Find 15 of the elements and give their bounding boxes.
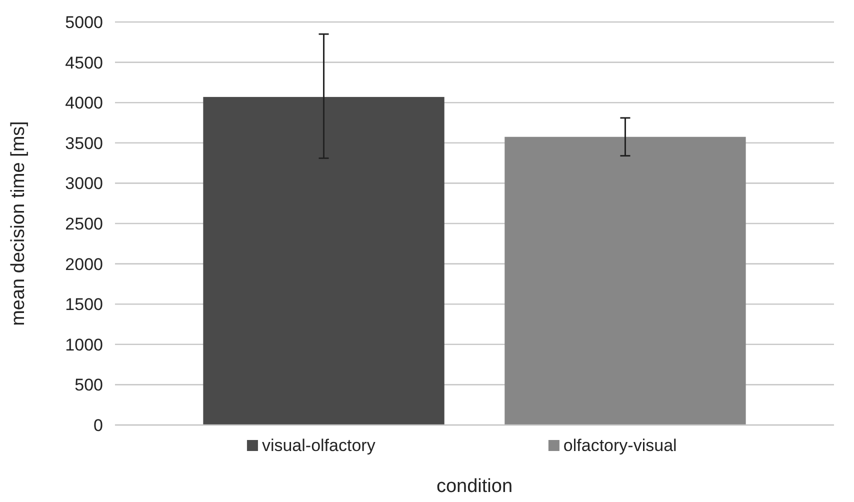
y-tick-label: 3500 <box>65 134 103 153</box>
legend-label: olfactory-visual <box>563 436 677 455</box>
y-tick-label: 1500 <box>65 295 103 314</box>
y-tick-label: 3000 <box>65 174 103 194</box>
y-axis-title: mean decision time [ms] <box>8 121 29 326</box>
y-tick-label: 2500 <box>65 214 103 234</box>
y-tick-label: 1000 <box>65 335 103 354</box>
y-tick-label: 5000 <box>65 12 103 32</box>
legend-label: visual-olfactory <box>262 436 376 455</box>
x-axis-title: condition <box>436 476 513 497</box>
y-tick-label: 500 <box>74 376 103 395</box>
y-tick-label: 4500 <box>65 53 103 72</box>
y-tick-label: 2000 <box>65 254 103 274</box>
y-tick-label: 0 <box>94 416 103 435</box>
y-tick-label: 4000 <box>65 94 103 113</box>
